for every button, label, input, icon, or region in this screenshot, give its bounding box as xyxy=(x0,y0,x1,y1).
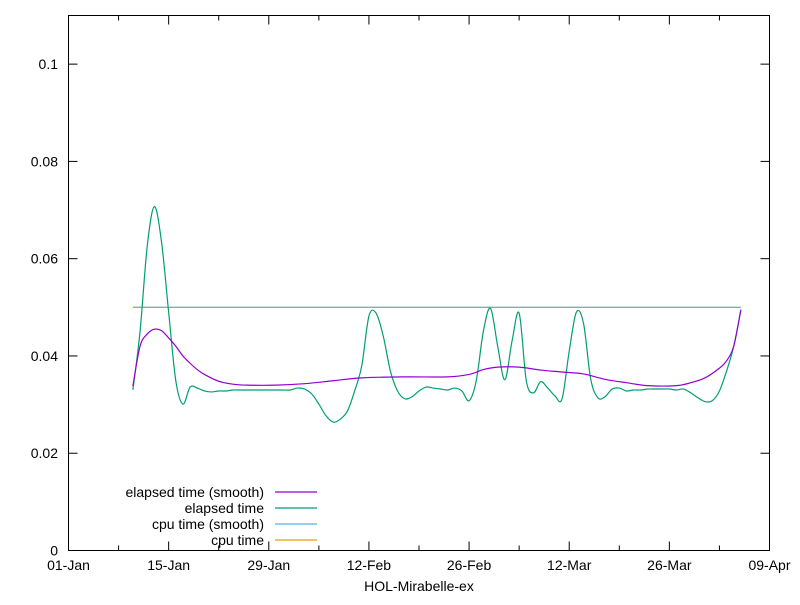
y-tick-labels: 0 0.02 0.04 0.06 0.08 0.1 xyxy=(31,56,58,558)
y-tick-label: 0.02 xyxy=(31,445,58,461)
x-tick-label: 15-Jan xyxy=(147,557,190,573)
y-tick-label: 0 xyxy=(50,543,58,559)
x-tick-label: 26-Mar xyxy=(647,557,692,573)
legend-label: cpu time (smooth) xyxy=(152,516,264,532)
series-line-elapsed-time xyxy=(132,206,742,423)
series-lines xyxy=(132,206,742,423)
legend-label: elapsed time xyxy=(185,500,265,516)
x-tick-label: 29-Jan xyxy=(247,557,290,573)
y-tick-label: 0.08 xyxy=(31,153,58,169)
x-axis-label: HOL-Mirabelle-ex xyxy=(364,578,474,594)
y-tick-label: 0.1 xyxy=(39,56,59,72)
x-tick-label: 12-Feb xyxy=(347,557,392,573)
y-tick-label: 0.04 xyxy=(31,348,58,364)
x-tick-labels: 01-Jan 15-Jan 29-Jan 12-Feb 26-Feb 12-Mar 26-M… xyxy=(47,557,791,573)
series-line-elapsed-time-smooth xyxy=(132,309,742,387)
plot-frame xyxy=(68,15,770,551)
axis-ticks xyxy=(68,15,770,551)
x-tick-label: 01-Jan xyxy=(47,557,90,573)
x-tick-label: 12-Mar xyxy=(547,557,592,573)
legend-label: elapsed time (smooth) xyxy=(125,484,264,500)
y-tick-label: 0.06 xyxy=(31,251,58,267)
x-tick-label: 26-Feb xyxy=(447,557,492,573)
legend-label: cpu time xyxy=(211,532,264,548)
x-tick-label: 09-Apr xyxy=(748,557,790,573)
